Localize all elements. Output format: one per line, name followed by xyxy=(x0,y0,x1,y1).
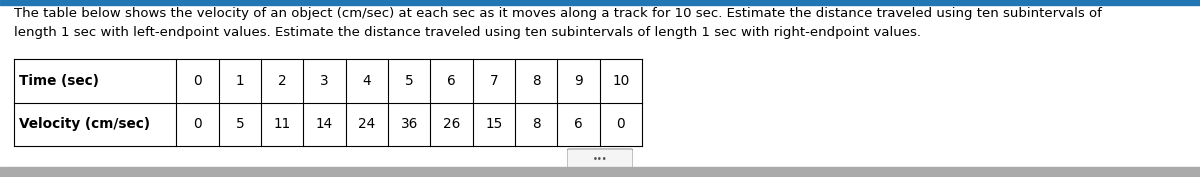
Text: 6: 6 xyxy=(448,74,456,88)
Text: 5: 5 xyxy=(235,117,245,131)
Text: Velocity (cm/sec): Velocity (cm/sec) xyxy=(19,117,150,131)
Text: 4: 4 xyxy=(362,74,371,88)
FancyBboxPatch shape xyxy=(568,149,634,170)
Text: 11: 11 xyxy=(274,117,290,131)
Text: 2: 2 xyxy=(278,74,287,88)
Text: 9: 9 xyxy=(574,74,583,88)
Text: 6: 6 xyxy=(574,117,583,131)
Text: 14: 14 xyxy=(316,117,334,131)
Text: 0: 0 xyxy=(617,117,625,131)
Text: 8: 8 xyxy=(532,117,540,131)
Text: The table below shows the velocity of an object (cm/sec) at each sec as it moves: The table below shows the velocity of an… xyxy=(14,7,1103,39)
Text: 7: 7 xyxy=(490,74,498,88)
Text: 8: 8 xyxy=(532,74,540,88)
Text: •••: ••• xyxy=(593,155,607,164)
Text: 36: 36 xyxy=(401,117,418,131)
Text: 5: 5 xyxy=(404,74,414,88)
Text: 0: 0 xyxy=(193,117,202,131)
Text: 10: 10 xyxy=(612,74,630,88)
Text: 0: 0 xyxy=(193,74,202,88)
Text: 1: 1 xyxy=(235,74,245,88)
Text: Time (sec): Time (sec) xyxy=(19,74,100,88)
Text: 24: 24 xyxy=(359,117,376,131)
Text: 26: 26 xyxy=(443,117,460,131)
Text: 15: 15 xyxy=(485,117,503,131)
Text: 3: 3 xyxy=(320,74,329,88)
